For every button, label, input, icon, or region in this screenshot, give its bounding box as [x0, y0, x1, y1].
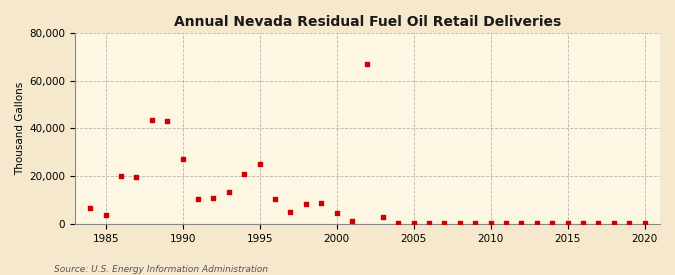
Point — [547, 221, 558, 226]
Point — [208, 195, 219, 200]
Y-axis label: Thousand Gallons: Thousand Gallons — [15, 82, 25, 175]
Point — [178, 157, 188, 162]
Point — [439, 221, 450, 226]
Point — [115, 174, 126, 178]
Point — [531, 221, 542, 226]
Point — [408, 221, 419, 226]
Point — [101, 213, 111, 218]
Point — [131, 175, 142, 180]
Point — [393, 220, 404, 225]
Point — [608, 221, 619, 226]
Point — [85, 206, 96, 210]
Point — [223, 189, 234, 194]
Point — [516, 221, 526, 226]
Point — [454, 221, 465, 226]
Point — [239, 172, 250, 176]
Point — [362, 62, 373, 66]
Point — [624, 221, 634, 226]
Point — [331, 211, 342, 215]
Point — [146, 118, 157, 122]
Point — [192, 197, 203, 201]
Point — [424, 221, 435, 226]
Point — [347, 219, 358, 223]
Text: Source: U.S. Energy Information Administration: Source: U.S. Energy Information Administ… — [54, 265, 268, 274]
Point — [485, 221, 496, 226]
Point — [593, 221, 604, 226]
Point — [300, 201, 311, 206]
Title: Annual Nevada Residual Fuel Oil Retail Deliveries: Annual Nevada Residual Fuel Oil Retail D… — [174, 15, 561, 29]
Point — [316, 201, 327, 205]
Point — [269, 197, 280, 201]
Point — [578, 221, 589, 226]
Point — [254, 162, 265, 166]
Point — [162, 119, 173, 123]
Point — [377, 215, 388, 219]
Point — [562, 221, 573, 226]
Point — [639, 221, 650, 226]
Point — [501, 221, 512, 226]
Point — [470, 221, 481, 226]
Point — [285, 210, 296, 214]
